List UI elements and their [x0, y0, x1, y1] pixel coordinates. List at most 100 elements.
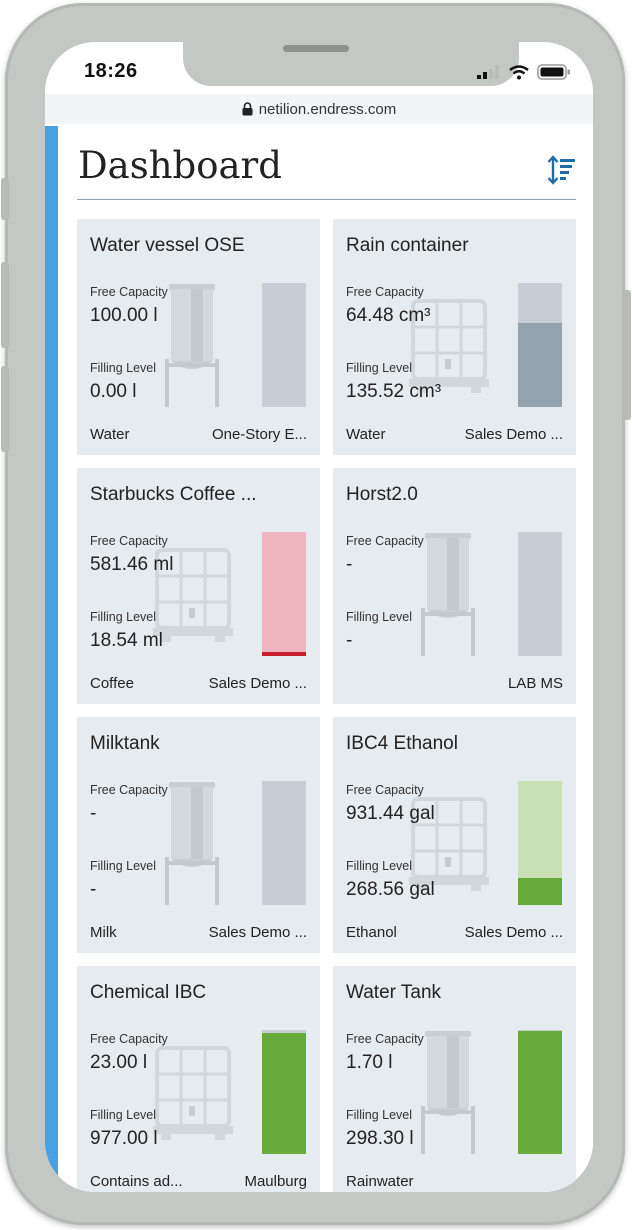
filling-level-label: Filling Level — [90, 361, 157, 375]
card-title: Water Tank — [346, 982, 442, 1003]
notch — [183, 42, 519, 86]
tank-card[interactable]: IBC4 Ethanol Free Capacity 931.44 gal Fi… — [333, 717, 576, 953]
medium-label: Water — [90, 426, 130, 443]
tank-card[interactable]: Starbucks Coffee ... Free Capacity 581.4… — [77, 468, 320, 704]
level-gauge-fill — [518, 1030, 562, 1154]
filling-level-label: Filling Level — [346, 859, 413, 873]
title-divider — [77, 199, 576, 200]
level-gauge — [262, 532, 306, 656]
sort-icon[interactable] — [546, 154, 578, 186]
app-content: Dashboard Water vessel OSE Free Capacity… — [45, 126, 593, 1192]
location-label: One-Story E... — [211, 426, 307, 443]
ibc-container-illustration — [153, 528, 233, 658]
free-capacity-label: Free Capacity — [346, 285, 424, 299]
free-capacity-value: 581.46 ml — [90, 554, 174, 575]
filling-level-label: Filling Level — [90, 859, 157, 873]
free-capacity-label: Free Capacity — [346, 534, 424, 548]
ibc-container-illustration — [153, 1026, 233, 1156]
medium-label: Rainwater — [346, 1173, 414, 1190]
card-title: IBC4 Ethanol — [346, 733, 458, 754]
status-time: 18:26 — [84, 60, 138, 82]
ibc-container-illustration — [409, 279, 489, 409]
tank-card[interactable]: Milktank Free Capacity - Filling Level -… — [77, 717, 320, 953]
tank-illustration — [161, 279, 231, 409]
address-bar[interactable]: netilion.endress.com — [45, 94, 593, 124]
navigation-accent-bar — [45, 126, 58, 1192]
medium-label: Water — [346, 426, 386, 443]
location-label: Maulburg — [244, 1173, 307, 1190]
level-gauge — [262, 283, 306, 407]
filling-level-label: Filling Level — [90, 1108, 157, 1122]
tank-illustration — [417, 528, 487, 658]
filling-level-value: 298.30 l — [346, 1128, 414, 1149]
tank-card[interactable]: Rain container Free Capacity 64.48 cm³ F… — [333, 219, 576, 455]
free-capacity-value: 931.44 gal — [346, 803, 435, 824]
filling-level-label: Filling Level — [346, 1108, 413, 1122]
level-gauge — [262, 1030, 306, 1154]
medium-label: Contains ad... — [90, 1173, 183, 1190]
filling-level-value: 0.00 l — [90, 381, 137, 402]
free-capacity-value: 64.48 cm³ — [346, 305, 431, 326]
tank-illustration — [417, 1026, 487, 1156]
level-gauge-fill — [262, 652, 306, 656]
free-capacity-label: Free Capacity — [346, 783, 424, 797]
free-capacity-label: Free Capacity — [90, 285, 168, 299]
free-capacity-label: Free Capacity — [90, 1032, 168, 1046]
filling-level-label: Filling Level — [90, 610, 157, 624]
free-capacity-value: - — [346, 554, 353, 575]
level-gauge-fill — [262, 1032, 306, 1154]
location-label: Sales Demo ... — [208, 675, 307, 692]
signal-icon — [477, 65, 499, 79]
url-text: netilion.endress.com — [258, 100, 397, 118]
filling-level-value: 18.54 ml — [90, 630, 163, 651]
filling-level-value: 977.00 l — [90, 1128, 158, 1149]
page-title: Dashboard — [78, 144, 282, 187]
free-capacity-value: 23.00 l — [90, 1052, 148, 1073]
card-title: Horst2.0 — [346, 484, 418, 505]
free-capacity-label: Free Capacity — [346, 1032, 424, 1046]
free-capacity-value: 100.00 l — [90, 305, 158, 326]
location-label: LAB MS — [507, 675, 563, 692]
mute-switch — [1, 178, 9, 220]
tank-card[interactable]: Chemical IBC Free Capacity 23.00 l Filli… — [77, 966, 320, 1192]
medium-label: Ethanol — [346, 924, 397, 941]
status-icons — [477, 62, 571, 82]
location-label: Sales Demo ... — [464, 426, 563, 443]
battery-icon — [537, 64, 570, 80]
volume-up-button — [1, 262, 9, 348]
free-capacity-label: Free Capacity — [90, 534, 168, 548]
power-button — [623, 290, 631, 420]
tank-card[interactable]: Water Tank Free Capacity 1.70 l Filling … — [333, 966, 576, 1192]
card-title: Rain container — [346, 235, 469, 256]
tank-card[interactable]: Horst2.0 Free Capacity - Filling Level -… — [333, 468, 576, 704]
card-title: Water vessel OSE — [90, 235, 245, 256]
level-gauge — [518, 781, 562, 905]
medium-label: Milk — [90, 924, 117, 941]
wifi-icon — [509, 64, 529, 79]
free-capacity-label: Free Capacity — [90, 783, 168, 797]
filling-level-value: 268.56 gal — [346, 879, 435, 900]
filling-level-value: - — [90, 879, 97, 900]
filling-level-value: 135.52 cm³ — [346, 381, 442, 402]
location-label: Sales Demo ... — [208, 924, 307, 941]
card-title: Starbucks Coffee ... — [90, 484, 257, 505]
card-title: Milktank — [90, 733, 160, 754]
phone-screen: 18:26 netilion.endress.com Dashboard — [45, 42, 593, 1192]
volume-down-button — [1, 366, 9, 452]
speaker-grille — [283, 45, 349, 52]
tank-illustration — [161, 777, 231, 907]
ibc-container-illustration — [409, 777, 489, 907]
level-gauge-fill — [518, 877, 562, 905]
filling-level-label: Filling Level — [346, 361, 413, 375]
location-label: Sales Demo ... — [464, 924, 563, 941]
filling-level-label: Filling Level — [346, 610, 413, 624]
medium-label: Coffee — [90, 675, 134, 692]
level-gauge — [518, 1030, 562, 1154]
lock-icon — [242, 102, 253, 116]
level-gauge — [518, 283, 562, 407]
free-capacity-value: - — [90, 803, 97, 824]
card-title: Chemical IBC — [90, 982, 207, 1003]
level-gauge — [518, 532, 562, 656]
level-gauge-fill — [518, 322, 562, 407]
tank-card[interactable]: Water vessel OSE Free Capacity 100.00 l … — [77, 219, 320, 455]
